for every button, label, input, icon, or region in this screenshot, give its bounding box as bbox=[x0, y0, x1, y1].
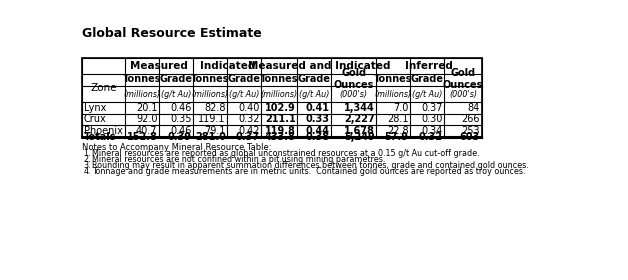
Text: 119.8: 119.8 bbox=[264, 126, 296, 136]
Text: Measured and Indicated: Measured and Indicated bbox=[247, 61, 390, 71]
Text: 82.8: 82.8 bbox=[204, 103, 225, 113]
Text: 0.40: 0.40 bbox=[239, 103, 260, 113]
Text: 2,227: 2,227 bbox=[344, 115, 374, 124]
Text: Tonnes: Tonnes bbox=[123, 74, 161, 84]
Text: Indicated: Indicated bbox=[200, 61, 255, 71]
Text: 2.: 2. bbox=[83, 155, 91, 164]
Text: 0.46: 0.46 bbox=[170, 103, 192, 113]
Text: 0.32: 0.32 bbox=[239, 115, 260, 124]
Text: 266: 266 bbox=[462, 115, 480, 124]
Text: Mineral resources are reported as global unconstrained resources at a 0.15 g/t A: Mineral resources are reported as global… bbox=[92, 150, 480, 158]
Text: (000's): (000's) bbox=[340, 90, 367, 99]
Text: 0.34: 0.34 bbox=[421, 126, 443, 136]
Text: 0.32: 0.32 bbox=[419, 132, 443, 142]
Text: (millions): (millions) bbox=[192, 90, 229, 99]
Text: 0.39: 0.39 bbox=[168, 132, 192, 142]
Text: 0.30: 0.30 bbox=[421, 115, 443, 124]
Text: 57.9: 57.9 bbox=[384, 132, 409, 142]
Text: (g/t Au): (g/t Au) bbox=[412, 90, 443, 99]
Text: 0.41: 0.41 bbox=[306, 103, 330, 113]
Text: 1,344: 1,344 bbox=[344, 103, 374, 113]
Text: (g/t Au): (g/t Au) bbox=[161, 90, 192, 99]
Text: 152.8: 152.8 bbox=[127, 132, 158, 142]
Text: 603: 603 bbox=[460, 132, 480, 142]
Text: 0.37: 0.37 bbox=[236, 132, 260, 142]
Text: 22.8: 22.8 bbox=[387, 126, 409, 136]
Text: (g/t Au): (g/t Au) bbox=[299, 90, 329, 99]
Text: 1.: 1. bbox=[83, 150, 90, 158]
Text: 0.37: 0.37 bbox=[421, 103, 443, 113]
Text: Grade: Grade bbox=[228, 74, 261, 84]
Text: Lynx: Lynx bbox=[84, 103, 106, 113]
Text: Rounding may result in apparent summation differences between tonnes, grade and : Rounding may result in apparent summatio… bbox=[92, 161, 529, 170]
Text: Inferred: Inferred bbox=[405, 61, 453, 71]
Text: (millions): (millions) bbox=[124, 90, 161, 99]
Text: 281.0: 281.0 bbox=[195, 132, 225, 142]
Text: 119.1: 119.1 bbox=[198, 115, 225, 124]
Text: Grade: Grade bbox=[411, 74, 444, 84]
Text: 28.1: 28.1 bbox=[387, 115, 409, 124]
Text: Totals: Totals bbox=[84, 132, 116, 142]
Text: 253: 253 bbox=[462, 126, 480, 136]
Text: Tonnes: Tonnes bbox=[260, 74, 298, 84]
Text: 0.42: 0.42 bbox=[239, 126, 260, 136]
Bar bbox=[82, 58, 482, 137]
Text: 0.38: 0.38 bbox=[305, 132, 330, 142]
Text: 0.46: 0.46 bbox=[170, 126, 192, 136]
Text: (g/t Au): (g/t Au) bbox=[229, 90, 259, 99]
Text: 79.1: 79.1 bbox=[204, 126, 225, 136]
Text: (millions): (millions) bbox=[261, 90, 298, 99]
Text: Grade: Grade bbox=[160, 74, 193, 84]
Text: 7.0: 7.0 bbox=[393, 103, 409, 113]
Text: 5,249: 5,249 bbox=[344, 132, 374, 142]
Text: Gold
Ounces: Gold Ounces bbox=[443, 68, 483, 90]
Text: Zone: Zone bbox=[90, 83, 117, 93]
Text: Gold
Ounces: Gold Ounces bbox=[333, 68, 374, 90]
Text: Grade: Grade bbox=[298, 74, 330, 84]
Text: 211.1: 211.1 bbox=[265, 115, 296, 124]
Text: 40.7: 40.7 bbox=[136, 126, 158, 136]
Text: Phoenix: Phoenix bbox=[84, 126, 123, 136]
Text: 102.9: 102.9 bbox=[265, 103, 296, 113]
Text: Tonnes: Tonnes bbox=[374, 74, 413, 84]
Text: 84: 84 bbox=[468, 103, 480, 113]
Text: 3.: 3. bbox=[83, 161, 90, 170]
Text: 4.: 4. bbox=[83, 167, 90, 176]
Text: Crux: Crux bbox=[84, 115, 107, 124]
Text: 0.33: 0.33 bbox=[306, 115, 330, 124]
Text: (millions): (millions) bbox=[374, 90, 412, 99]
Text: Measured: Measured bbox=[130, 61, 188, 71]
Text: Tonnage and grade measurements are in metric units.  Contained gold ounces are r: Tonnage and grade measurements are in me… bbox=[92, 167, 526, 176]
Text: 433.8: 433.8 bbox=[264, 132, 296, 142]
Text: Notes to Accompany Mineral Resource Table:: Notes to Accompany Mineral Resource Tabl… bbox=[82, 143, 271, 152]
Text: 20.1: 20.1 bbox=[136, 103, 158, 113]
Text: (000's): (000's) bbox=[449, 90, 477, 99]
Text: 0.44: 0.44 bbox=[306, 126, 330, 136]
Text: 0.35: 0.35 bbox=[170, 115, 192, 124]
Text: Global Resource Estimate: Global Resource Estimate bbox=[82, 27, 261, 40]
Text: 1,678: 1,678 bbox=[344, 126, 374, 136]
Text: Tonnes: Tonnes bbox=[191, 74, 229, 84]
Text: 92.0: 92.0 bbox=[136, 115, 158, 124]
Text: Mineral resources are not confined within a pit using mining parametres.: Mineral resources are not confined withi… bbox=[92, 155, 386, 164]
